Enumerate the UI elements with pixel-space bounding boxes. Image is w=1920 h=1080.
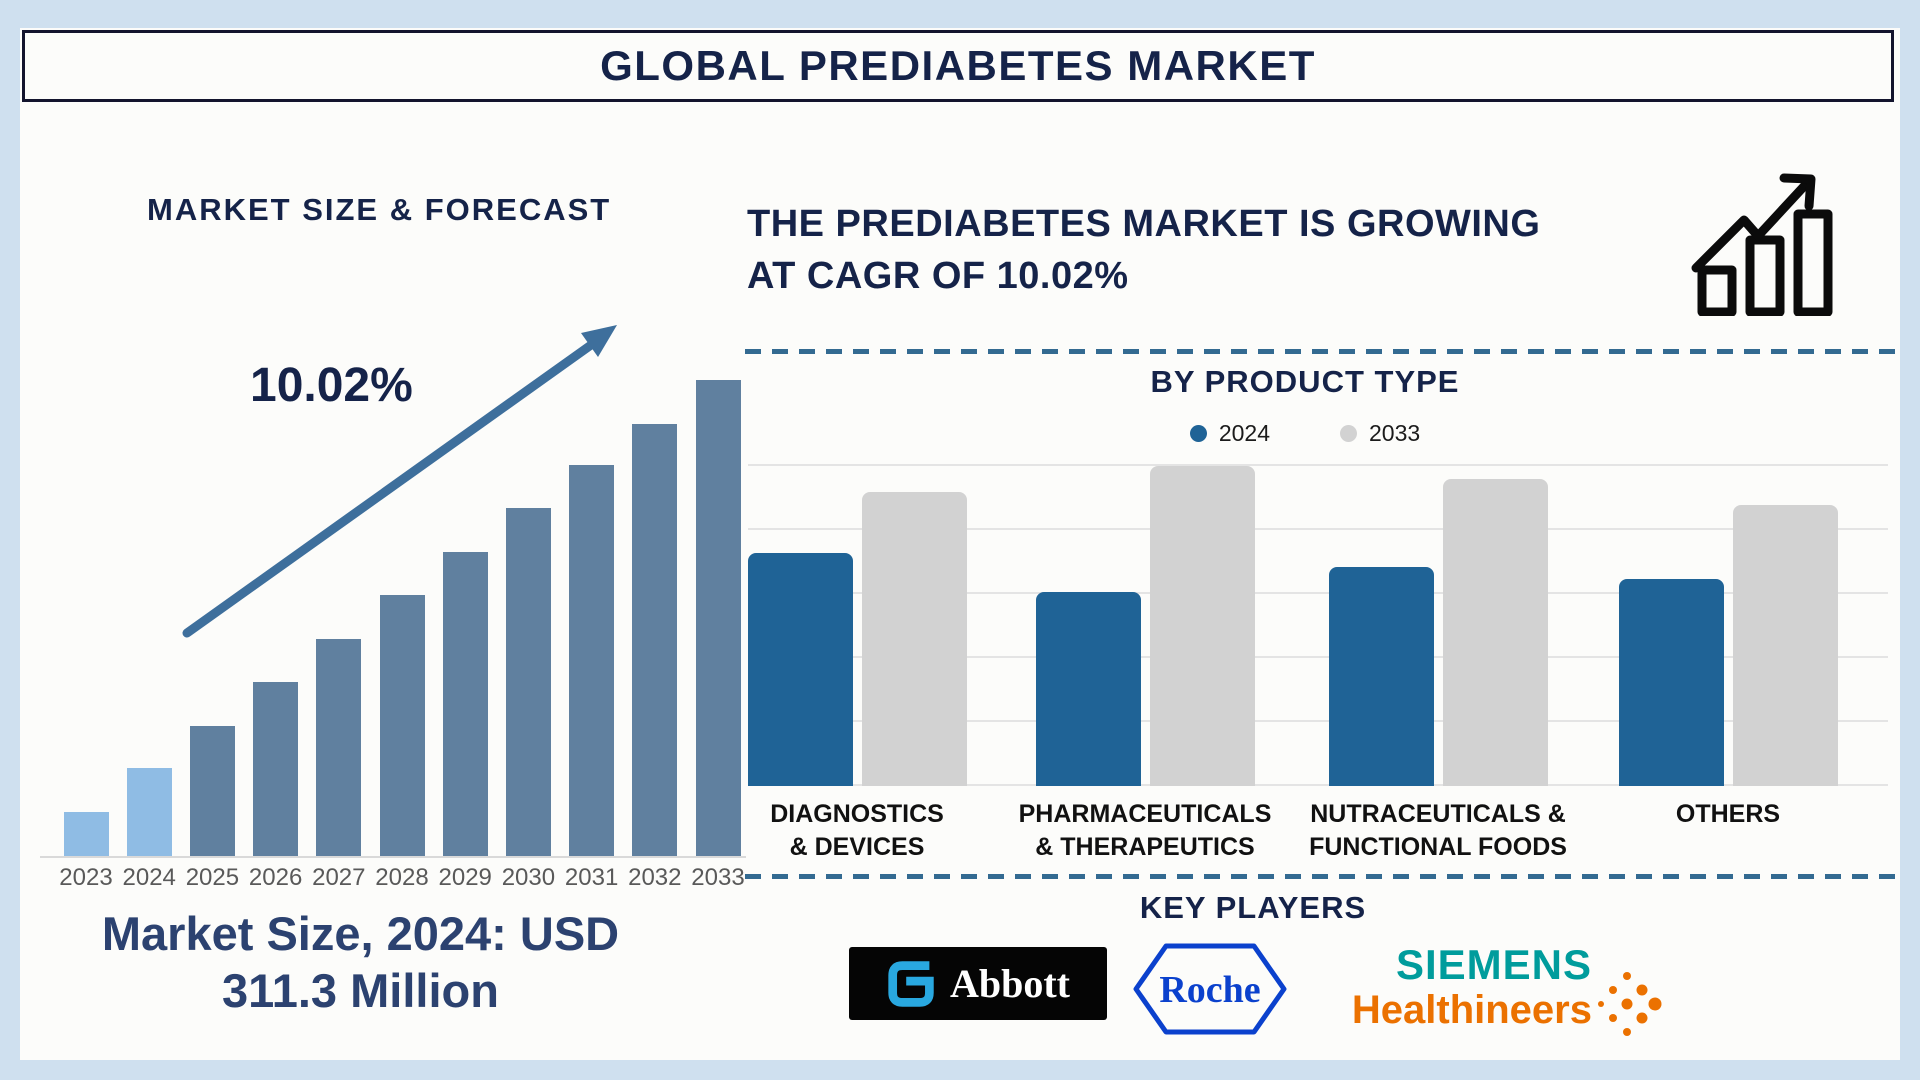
dashed-divider-top <box>745 349 1900 354</box>
roche-logo: Roche <box>1133 943 1287 1035</box>
forecast-bar-2031 <box>569 465 615 858</box>
product-bar-2033-diagnostics-devices <box>862 492 967 786</box>
growth-statement-line2: AT CAGR OF 10.02% <box>747 255 1129 297</box>
year-label-2023: 2023 <box>59 864 113 891</box>
healthineers-wordmark: Healthineers <box>1351 988 1592 1032</box>
product-bar-2033-others <box>1733 505 1838 786</box>
gridline <box>748 720 1888 722</box>
product-category-axis: DIAGNOSTICS & DEVICES PHARMACEUTICALS & THE… <box>748 798 1888 878</box>
key-players-heading: KEY PLAYERS <box>1139 890 1367 925</box>
page-title: GLOBAL PREDIABETES MARKET <box>600 42 1316 89</box>
market-forecast-heading: MARKET SIZE & FORECAST <box>147 192 612 227</box>
product-bar-2024-others <box>1619 579 1724 786</box>
siemens-dots-icon <box>1598 972 1662 1036</box>
forecast-bar-2027 <box>316 639 362 858</box>
market-size-line1: Market Size, 2024: USD <box>101 907 620 960</box>
forecast-bar-2029 <box>442 552 488 858</box>
abbott-logo: Abbott <box>849 947 1107 1020</box>
year-label-2024: 2024 <box>122 864 176 891</box>
legend-dot-2024 <box>1189 425 1207 442</box>
gridline <box>748 656 1888 658</box>
growth-statement-line1: THE PREDIABETES MARKET IS GROWING <box>747 203 1541 245</box>
abbott-wordmark: Abbott <box>949 961 1071 1006</box>
forecast-bar-2028 <box>379 595 425 858</box>
gridline <box>748 464 1888 466</box>
abbott-symbol-icon <box>888 960 934 1007</box>
category-label-nutraceuticals-functional-foods: NUTRACEUTICALS & FUNCTIONAL FOODS <box>1309 800 1567 861</box>
year-label-2026: 2026 <box>248 864 303 891</box>
legend-label-2024: 2024 <box>1218 420 1270 446</box>
legend-item-2024: 2024 <box>1189 420 1270 447</box>
growth-statement: THE PREDIABETES MARKET IS GROWING AT CAG… <box>747 198 1540 302</box>
year-label-2025: 2025 <box>185 864 240 891</box>
siemens-healthineers-logo: SIEMENS Healthineers <box>1310 941 1592 1032</box>
product-bar-2024-nutraceuticals-functional-foods <box>1329 567 1434 786</box>
gridline <box>748 592 1888 594</box>
roche-wordmark: Roche <box>1159 969 1260 1011</box>
legend-item-2033: 2033 <box>1340 420 1420 447</box>
category-label-pharmaceuticals-therapeutics: PHARMACEUTICALS & THERAPEUTICS <box>1018 800 1272 861</box>
growth-chart-icon <box>1691 173 1833 316</box>
cagr-annotation: 10.02% <box>250 359 413 412</box>
forecast-bar-2024 <box>126 768 172 858</box>
forecast-bar-2023 <box>63 812 109 858</box>
year-label-2031: 2031 <box>564 864 619 891</box>
year-label-2027: 2027 <box>312 864 366 891</box>
year-label-2033: 2033 <box>691 864 745 891</box>
year-label-2032: 2032 <box>628 864 682 891</box>
product-bar-2033-pharmaceuticals-therapeutics <box>1150 466 1255 786</box>
forecast-year-axis: 2023 2024 2025 2026 2027 2028 2029 2030 2031 2032… <box>44 864 744 894</box>
product-chart-legend: 2024 2033 <box>745 420 1865 447</box>
product-bar-2024-pharmaceuticals-therapeutics <box>1036 592 1141 786</box>
forecast-bar-2030 <box>505 508 551 858</box>
category-label-diagnostics-devices: DIAGNOSTICS & DEVICES <box>770 800 944 861</box>
legend-dot-2033 <box>1340 425 1357 442</box>
forecast-bar-2025 <box>189 726 235 858</box>
product-type-chart <box>748 464 1888 786</box>
dashed-divider-bottom <box>745 874 1900 879</box>
market-size-line2: 311.3 Million <box>222 964 499 1017</box>
year-label-2029: 2029 <box>438 864 492 891</box>
forecast-baseline <box>40 856 746 858</box>
year-label-2028: 2028 <box>375 864 429 891</box>
product-bar-2033-nutraceuticals-functional-foods <box>1443 479 1548 786</box>
forecast-bar-2033 <box>695 380 741 858</box>
forecast-bar-2032 <box>632 424 678 858</box>
content-card: GLOBAL PREDIABETES MARKET MARKET SIZE & … <box>20 28 1900 1060</box>
siemens-wordmark: SIEMENS <box>1395 941 1592 988</box>
market-forecast-chart <box>44 380 744 858</box>
product-type-heading: BY PRODUCT TYPE <box>1150 364 1460 399</box>
gridline <box>748 784 1888 786</box>
year-label-2030: 2030 <box>501 864 556 891</box>
legend-label-2033: 2033 <box>1369 420 1421 446</box>
trend-arrow-icon <box>182 325 617 638</box>
forecast-bar-2026 <box>253 682 299 858</box>
title-box: GLOBAL PREDIABETES MARKET <box>22 30 1894 102</box>
category-label-others: OTHERS <box>1675 800 1781 828</box>
market-size-caption: Market Size, 2024: USD 311.3 Million <box>38 905 683 1019</box>
gridline <box>748 528 1888 530</box>
product-bar-2024-diagnostics-devices <box>748 553 853 786</box>
